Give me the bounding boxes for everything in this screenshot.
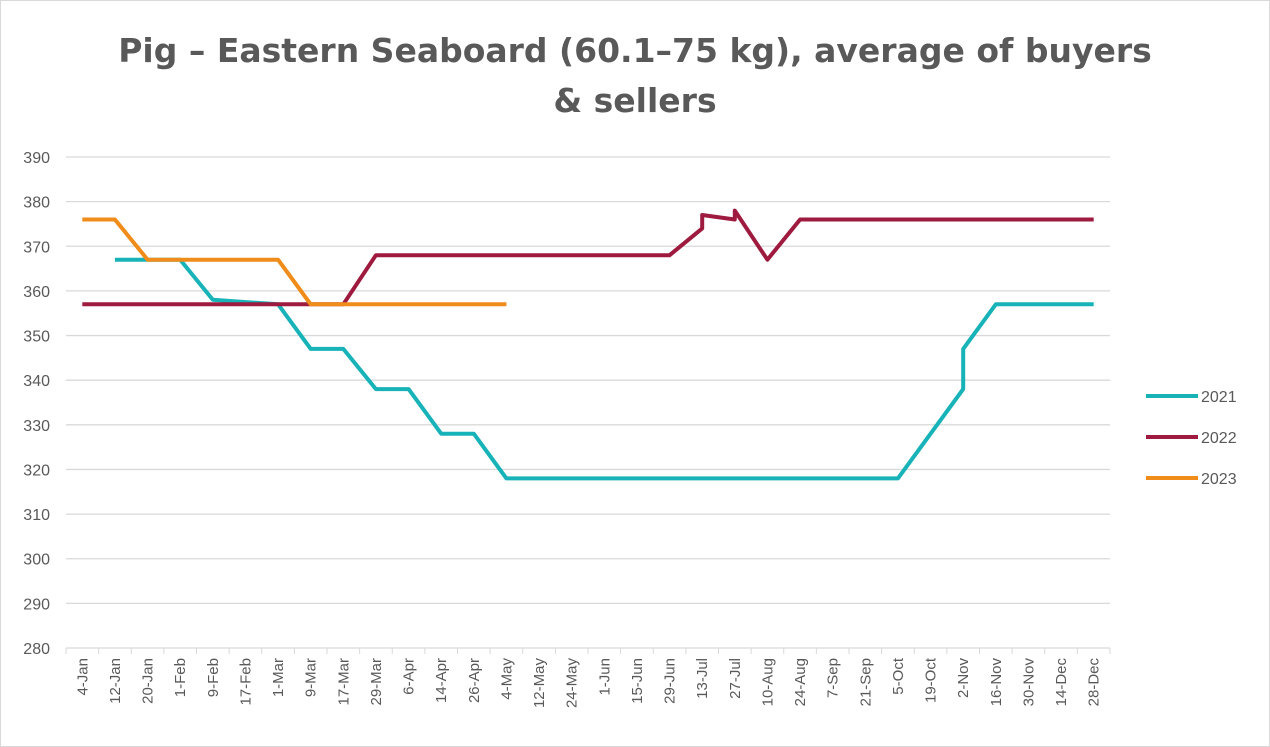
legend-label-2021: 2021 bbox=[1201, 389, 1237, 406]
y-tick-label: 280 bbox=[23, 641, 50, 658]
chart-title-line-2: & sellers bbox=[553, 81, 717, 120]
x-tick-label: 2-Nov bbox=[955, 658, 972, 699]
x-tick-label: 14-Dec bbox=[1053, 658, 1070, 707]
x-tick-label: 5-Oct bbox=[890, 657, 907, 695]
legend-label-2022: 2022 bbox=[1201, 430, 1237, 447]
x-tick-label: 12-Jan bbox=[107, 658, 124, 704]
y-tick-label: 300 bbox=[23, 552, 50, 569]
chart-title-line-1: Pig – Eastern Seaboard (60.1–75 kg), ave… bbox=[118, 31, 1152, 70]
x-tick-label: 4-Jan bbox=[74, 658, 91, 696]
x-tick-label: 1-Mar bbox=[270, 658, 287, 697]
x-tick-label: 29-Mar bbox=[368, 658, 385, 706]
x-tick-label: 4-May bbox=[498, 658, 515, 700]
y-tick-label: 320 bbox=[23, 462, 50, 479]
y-tick-label: 290 bbox=[23, 596, 50, 613]
x-tick-label: 9-Feb bbox=[205, 658, 222, 697]
x-tick-label: 19-Oct bbox=[923, 657, 940, 703]
x-tick-label: 17-Feb bbox=[237, 658, 254, 706]
y-tick-label: 350 bbox=[23, 329, 50, 346]
y-tick-label: 360 bbox=[23, 284, 50, 301]
x-tick-label: 13-Jul bbox=[694, 658, 711, 699]
x-tick-label: 10-Aug bbox=[759, 658, 776, 706]
x-tick-label: 1-Feb bbox=[172, 658, 189, 697]
x-tick-label: 21-Sep bbox=[857, 658, 874, 706]
x-tick-label: 16-Nov bbox=[988, 658, 1005, 707]
chart-title: Pig – Eastern Seaboard (60.1–75 kg), ave… bbox=[0, 26, 1270, 126]
x-tick-label: 7-Sep bbox=[825, 658, 842, 698]
x-tick-label: 1-Jun bbox=[596, 658, 613, 696]
x-tick-label: 15-Jun bbox=[629, 658, 646, 704]
x-tick-label: 29-Jun bbox=[662, 658, 679, 704]
x-tick-label: 12-May bbox=[531, 658, 548, 709]
y-tick-label: 380 bbox=[23, 195, 50, 212]
y-tick-label: 340 bbox=[23, 373, 50, 390]
x-tick-label: 20-Jan bbox=[140, 658, 157, 704]
x-tick-label: 28-Dec bbox=[1086, 658, 1103, 707]
x-tick-label: 24-May bbox=[564, 658, 581, 709]
x-tick-label: 6-Apr bbox=[401, 658, 418, 695]
x-tick-label: 24-Aug bbox=[792, 658, 809, 706]
y-tick-label: 390 bbox=[23, 150, 50, 167]
x-tick-label: 26-Apr bbox=[466, 658, 483, 703]
legend-label-2023: 2023 bbox=[1201, 471, 1237, 488]
series-line-2021 bbox=[114, 257, 1094, 481]
x-tick-label: 14-Apr bbox=[433, 658, 450, 703]
x-tick-label: 9-Mar bbox=[303, 658, 320, 697]
y-tick-label: 310 bbox=[23, 507, 50, 524]
series-line-2022 bbox=[82, 208, 1094, 307]
series-line-2023 bbox=[82, 217, 507, 307]
x-tick-label: 30-Nov bbox=[1020, 658, 1037, 707]
x-tick-label: 27-Jul bbox=[727, 658, 744, 699]
y-tick-label: 370 bbox=[23, 239, 50, 256]
y-tick-label: 330 bbox=[23, 418, 50, 435]
x-tick-label: 17-Mar bbox=[335, 658, 352, 706]
